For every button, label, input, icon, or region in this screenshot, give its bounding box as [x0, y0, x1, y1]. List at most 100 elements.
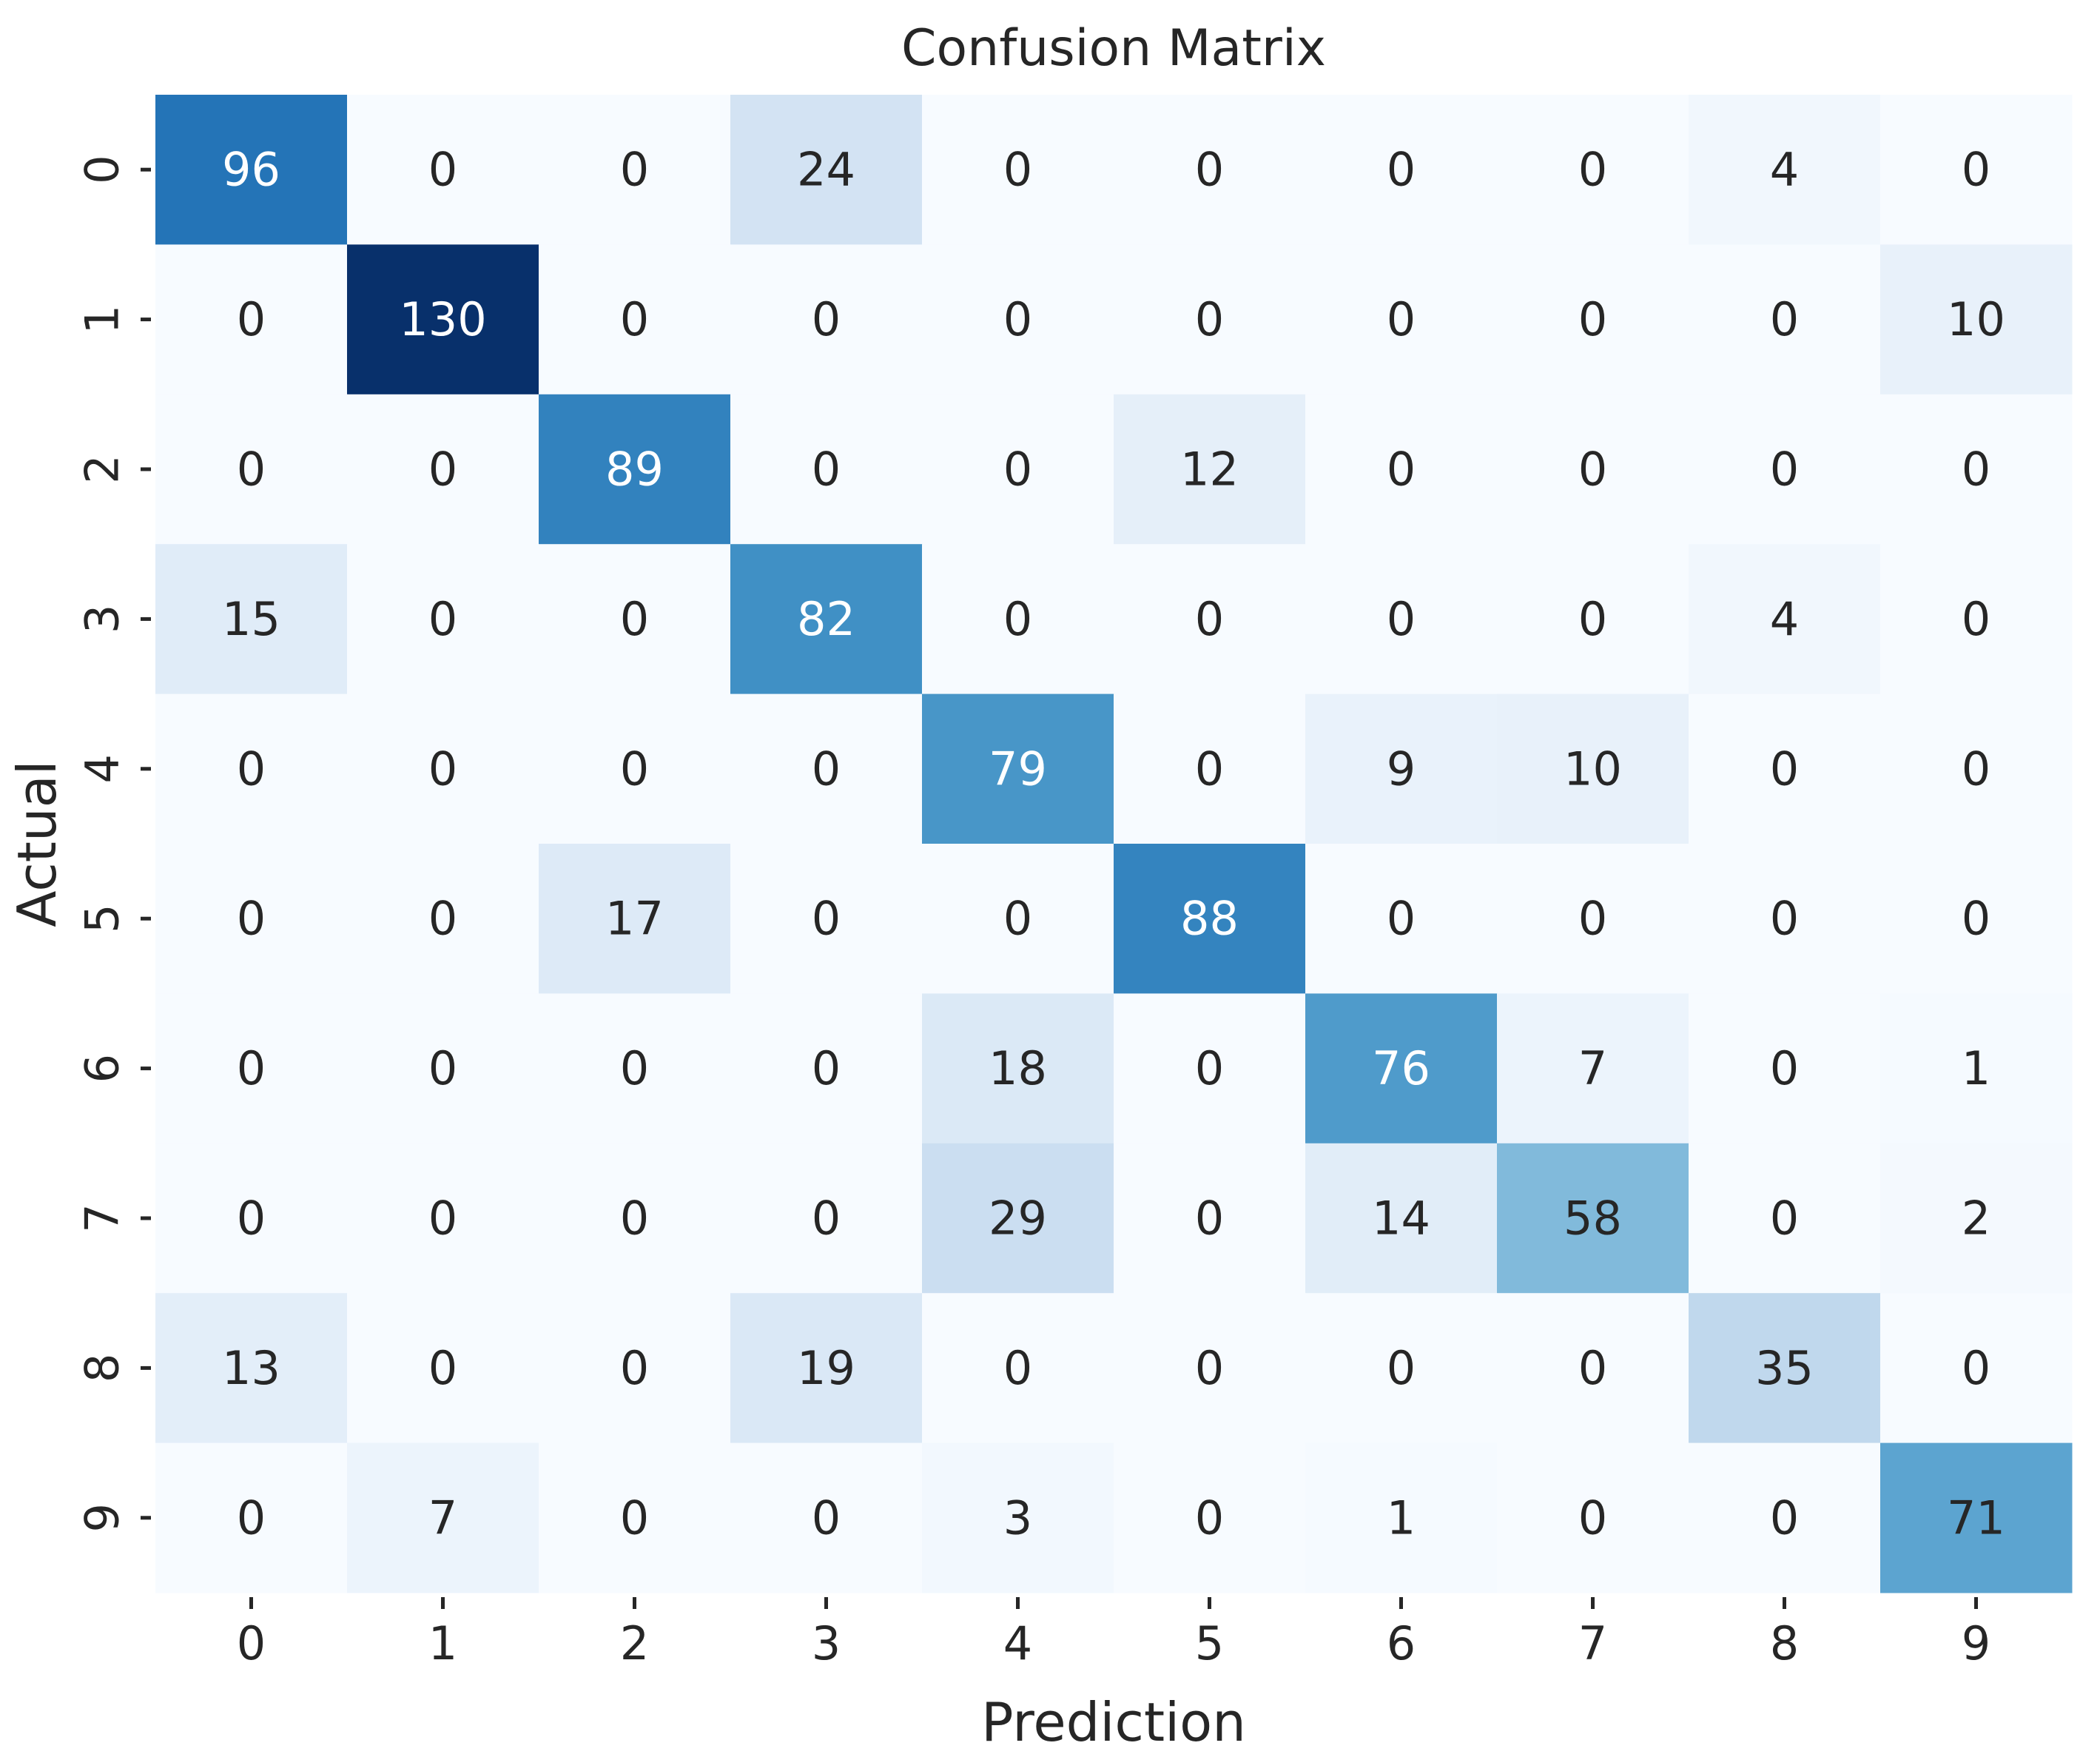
cell-value-label: 7: [428, 1491, 457, 1545]
heatmap-cell: [730, 1293, 923, 1444]
cell-value-label: 0: [1578, 1341, 1607, 1395]
cell-value-label: 0: [620, 1041, 649, 1095]
heatmap-cell: [730, 1143, 923, 1294]
heatmap-cell: [1880, 95, 2073, 245]
cell-value-label: 0: [1387, 443, 1416, 497]
heatmap-cell: [1305, 1293, 1498, 1444]
heatmap-cell: [1880, 1442, 2073, 1593]
cell-value-label: 58: [1564, 1192, 1622, 1246]
heatmap-cell: [347, 544, 539, 695]
cell-value-label: 15: [222, 592, 280, 646]
heatmap-cell: [155, 693, 348, 844]
heatmap-cell: [730, 1442, 923, 1593]
y-tick-label: 9: [75, 1503, 129, 1532]
heatmap-cell: [922, 95, 1114, 245]
heatmap-cell: [347, 394, 539, 545]
heatmap-cell: [155, 394, 348, 545]
heatmap-cell: [1497, 544, 1689, 695]
heatmap-cell: [155, 95, 348, 245]
heatmap-cell: [1305, 95, 1498, 245]
cell-value-label: 0: [1578, 443, 1607, 497]
heatmap-cell: [539, 693, 731, 844]
cell-value-label: 0: [428, 143, 457, 197]
x-tick-label: 4: [1003, 1616, 1032, 1670]
heatmap-cell: [1114, 1293, 1306, 1444]
cell-value-label: 0: [1195, 143, 1224, 197]
cell-value-label: 130: [399, 292, 486, 346]
cell-value-label: 0: [1387, 1341, 1416, 1395]
y-tick-label: 2: [75, 454, 129, 483]
heatmap-cell: [1880, 544, 2073, 695]
heatmap-cell: [1305, 1442, 1498, 1593]
cell-value-label: 76: [1372, 1041, 1430, 1095]
heatmap-cell: [1305, 244, 1498, 395]
cell-value-label: 10: [1564, 742, 1622, 796]
cell-value-label: 0: [1387, 892, 1416, 946]
cell-value-label: 0: [1770, 1491, 1799, 1545]
cell-value-label: 0: [812, 742, 841, 796]
heatmap-cell: [155, 844, 348, 994]
cell-value-label: 0: [1003, 143, 1032, 197]
cell-value-label: 0: [1770, 1192, 1799, 1246]
cell-value-label: 0: [1003, 592, 1032, 646]
heatmap-cell: [539, 244, 731, 395]
y-tick-label: 3: [75, 605, 129, 634]
cell-value-label: 0: [1195, 1192, 1224, 1246]
cell-value-label: 0: [1003, 443, 1032, 497]
heatmap-cell: [730, 844, 923, 994]
heatmap-cell: [730, 993, 923, 1144]
y-tick-label: 1: [75, 305, 129, 334]
heatmap-cell: [1880, 1143, 2073, 1294]
y-tick-label: 4: [75, 754, 129, 783]
cell-value-label: 12: [1180, 443, 1239, 497]
x-tick-label: 9: [1962, 1616, 1990, 1670]
heatmap-cell: [539, 394, 731, 545]
cell-value-label: 9: [1387, 742, 1416, 796]
heatmap-cell: [347, 95, 539, 245]
heatmap-cell: [347, 993, 539, 1144]
cell-value-label: 89: [605, 443, 664, 497]
cell-value-label: 0: [1003, 292, 1032, 346]
heatmap-cell: [730, 95, 923, 245]
cell-value-label: 0: [620, 1491, 649, 1545]
heatmap-cell: [1497, 844, 1689, 994]
cell-value-label: 0: [1003, 892, 1032, 946]
heatmap-cells: 96 0 0 24 0 0 0 0 4 00 130 0 0 0 0 0 0 0 100 0 89 0 0 12 0 0 0 015 0…: [155, 95, 2073, 1593]
heatmap-cell: [1305, 844, 1498, 994]
cell-value-label: 10: [1947, 292, 2005, 346]
heatmap-cell: [1880, 394, 2073, 545]
heatmap-cell: [1689, 244, 1881, 395]
heatmap-cell: [730, 394, 923, 545]
cell-value-label: 0: [1578, 592, 1607, 646]
heatmap-cell: [922, 244, 1114, 395]
cell-value-label: 71: [1947, 1491, 2005, 1545]
cell-value-label: 2: [1962, 1192, 1990, 1246]
cell-value-label: 13: [222, 1341, 280, 1395]
cell-value-label: 0: [428, 443, 457, 497]
cell-value-label: 79: [989, 742, 1047, 796]
cell-value-label: 0: [1962, 443, 1990, 497]
heatmap-cell: [1114, 544, 1306, 695]
cell-value-label: 0: [1962, 143, 1990, 197]
heatmap-cell: [1114, 394, 1306, 545]
cell-value-label: 3: [1003, 1491, 1032, 1545]
heatmap-cell: [539, 1293, 731, 1444]
cell-value-label: 29: [989, 1192, 1047, 1246]
heatmap-cell: [730, 244, 923, 395]
cell-value-label: 0: [620, 292, 649, 346]
heatmap-cell: [1689, 993, 1881, 1144]
heatmap-cell: [347, 1442, 539, 1593]
x-tick-label: 5: [1195, 1616, 1224, 1670]
cell-value-label: 0: [237, 443, 266, 497]
cell-value-label: 0: [1578, 1491, 1607, 1545]
cell-value-label: 0: [428, 1192, 457, 1246]
heatmap-cell: [347, 693, 539, 844]
heatmap-cell: [1880, 844, 2073, 994]
cell-value-label: 0: [620, 1341, 649, 1395]
heatmap-cell: [1497, 1442, 1689, 1593]
heatmap-cell: [155, 244, 348, 395]
cell-value-label: 35: [1755, 1341, 1814, 1395]
heatmap-cell: [922, 1442, 1114, 1593]
heatmap-cell: [1497, 1143, 1689, 1294]
